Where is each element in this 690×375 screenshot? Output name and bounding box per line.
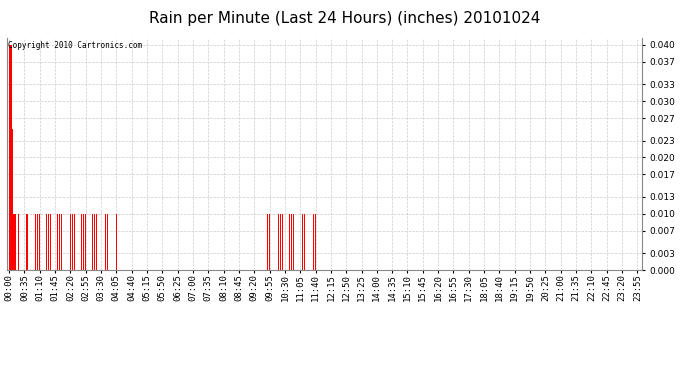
Text: Copyright 2010 Cartronics.com: Copyright 2010 Cartronics.com [8, 41, 142, 50]
Text: Rain per Minute (Last 24 Hours) (inches) 20101024: Rain per Minute (Last 24 Hours) (inches)… [149, 11, 541, 26]
